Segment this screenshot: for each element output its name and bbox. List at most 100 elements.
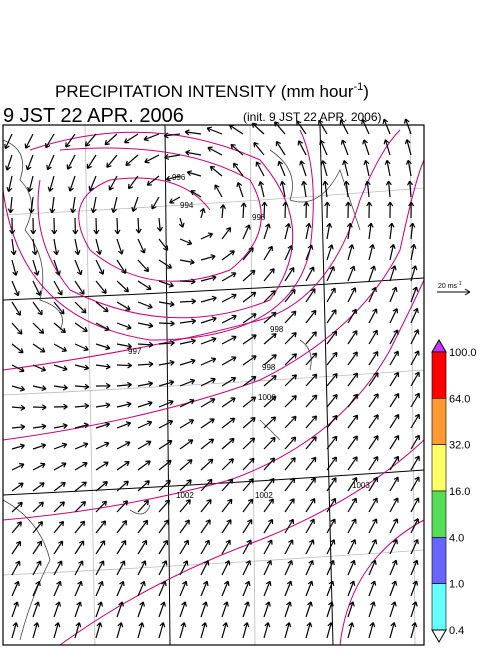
wind-arrow [389,413,400,429]
wind-arrow [242,478,254,492]
wind-arrow [326,309,337,324]
wind-arrow [261,201,268,219]
isobar [2,129,401,371]
wind-arrow [326,330,338,345]
wind-arrow [410,622,418,639]
wind-arrow [242,355,257,366]
wind-arrow [368,372,379,387]
wind-arrow [127,175,139,190]
wind-arrow [11,482,24,492]
wind-arrow [74,540,85,555]
wind-arrow [407,180,413,198]
coastline [129,339,312,515]
wind-arrow [242,457,255,471]
wind-arrow [74,259,83,276]
wind-arrow [95,280,107,294]
wind-arrow [123,133,139,144]
wind-arrow [108,175,118,191]
wind-arrow [158,259,173,269]
wind-arrow [324,201,331,219]
wind-arrow [263,395,277,408]
wind-arrow [221,519,232,534]
wind-arrow [242,622,250,639]
wind-arrow [200,560,210,576]
wind-arrow [305,373,318,387]
wind-arrow [74,403,90,410]
wind-arrow [116,601,124,618]
wind-arrow [366,201,373,219]
wind-vectors [4,118,420,639]
wind-arrow [240,202,247,219]
wind-arrow [305,622,313,639]
wind-arrow [74,622,82,639]
wind-arrow [158,601,166,618]
wind-arrow [11,385,26,392]
wind-arrow [32,259,40,276]
wind-arrow [116,343,132,350]
wind-arrow [326,351,338,366]
wind-arrow [199,207,206,219]
wind-arrow [27,175,34,192]
wind-arrow [305,244,314,261]
wind-arrow [326,265,335,282]
wind-arrow [116,560,126,576]
wind-arrow [151,196,160,210]
wind-arrow [389,243,396,261]
wind-arrow [53,384,68,391]
coastline [2,499,51,641]
graticule [2,124,425,646]
wind-arrow [53,481,66,492]
wind-arrow [32,364,47,372]
wind-arrow [116,480,129,492]
wind-arrow [274,121,286,135]
wind-arrow [389,371,400,387]
wind-arrow [242,580,251,597]
wind-arrow [11,404,26,411]
wind-arrow [277,160,286,177]
wind-arrow [221,539,231,555]
wind-arrow [32,560,42,576]
wind-arrow [404,139,412,156]
wind-arrow [74,322,88,333]
wind-arrow [403,118,412,135]
wind-arrow [305,415,318,429]
wind-arrow [263,498,274,513]
wind-arrow [263,539,273,555]
wind-arrow [368,329,378,345]
wind-arrow [232,162,244,177]
wind-arrow [158,580,167,597]
wind-arrow [28,196,35,214]
wind-arrow [74,422,89,429]
grid-line [2,187,425,216]
wind-arrow [116,238,124,255]
wind-arrow [74,580,83,597]
wind-arrow [301,180,308,198]
wind-arrow [111,196,118,213]
wind-arrow [389,601,397,618]
grid-line [2,469,425,496]
wind-arrow [158,539,169,555]
wind-arrow [230,143,244,156]
wind-arrow [158,359,175,366]
wind-arrow [74,383,90,390]
wind-arrow [186,170,202,177]
wind-arrow [389,286,398,303]
wind-arrow [284,310,297,324]
wind-arrow [364,180,371,198]
wind-arrow [32,501,44,513]
wind-arrow [86,154,97,170]
wind-arrow [221,314,237,324]
wind-arrow [200,295,217,303]
wind-arrow [32,622,40,639]
wind-arrow [200,622,208,639]
wind-arrow [253,142,265,156]
colorbar-label: 1.0 [449,579,464,591]
wind-arrow [25,154,34,171]
wind-arrow [410,371,420,387]
coastline [269,149,361,231]
wind-arrow [74,301,87,314]
wind-arrow [410,497,420,513]
wind-arrow [368,622,376,639]
wind-arrow [347,244,355,261]
wind-arrow [178,217,185,228]
